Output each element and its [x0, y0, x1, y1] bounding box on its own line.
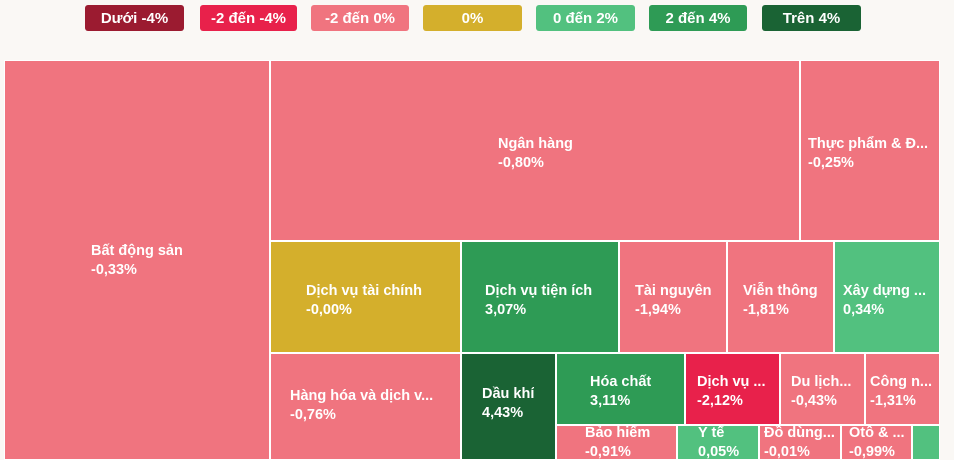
sector-name: Công n... [870, 374, 933, 390]
sector-change: -1,81% [743, 302, 789, 318]
sector-change: -0,25% [808, 155, 854, 171]
legend-chip[interactable]: 0 đến 2% [536, 5, 635, 31]
sector-name: Tài nguyên [635, 283, 712, 299]
sector-name: Dịch vụ tiện ích [485, 283, 593, 299]
sector-change: -0,91% [585, 444, 631, 460]
sector-tile[interactable]: Ôtô & ... -0,99% [841, 425, 912, 460]
sector-change: 0,05% [698, 444, 740, 460]
legend-chip[interactable]: 2 đến 4% [649, 5, 747, 31]
sector-name: Hàng hóa và dịch v... [290, 388, 434, 404]
sector-tile[interactable]: Y tế 0,05% [677, 425, 759, 460]
sector-tile[interactable]: Tài nguyên -1,94% [619, 241, 727, 353]
sector-change: -1,31% [870, 393, 916, 409]
sector-change: -0,76% [290, 407, 336, 423]
sector-name: Bất động sản [91, 243, 183, 259]
sector-change: -2,12% [697, 393, 743, 409]
sector-name: Thực phẩm & Đ... [808, 136, 929, 152]
sector-tile[interactable]: Công n... -1,31% [865, 353, 940, 425]
sector-change: -0,43% [791, 393, 837, 409]
sector-tile[interactable]: Thực phẩm & Đ... -0,25% [800, 60, 940, 241]
sector-tile[interactable]: Dầu khí 4,43% [461, 353, 556, 460]
sector-tile[interactable]: Dịch vụ tài chính -0,00% [270, 241, 461, 353]
sector-treemap: Bất động sản -0,33% Ngân hàng -0,80% Thực ph… [4, 60, 940, 460]
sector-tile[interactable] [912, 425, 940, 460]
sector-name: Đồ dùng... [764, 425, 835, 441]
sector-tile[interactable]: Bảo hiểm -0,91% [556, 425, 677, 460]
sector-name: Bảo hiểm [585, 425, 651, 441]
sector-name: Dịch vụ ... [697, 374, 766, 390]
sector-tile[interactable]: Dịch vụ tiện ích 3,07% [461, 241, 619, 353]
sector-tile[interactable]: Dịch vụ ... -2,12% [685, 353, 780, 425]
sector-name: Y tế [698, 425, 725, 441]
sector-change: 3,11% [590, 393, 631, 409]
sector-change: -0,01% [764, 444, 810, 460]
sector-tile[interactable]: Bất động sản -0,33% [4, 60, 270, 460]
sector-change: -0,80% [498, 155, 544, 171]
sector-tile[interactable]: Đồ dùng... -0,01% [759, 425, 841, 460]
sector-change: -0,00% [306, 302, 352, 318]
sector-name: Ngân hàng [498, 136, 573, 152]
sector-name: Du lịch... [791, 374, 852, 390]
sector-change: -1,94% [635, 302, 681, 318]
sector-tile[interactable]: Du lịch... -0,43% [780, 353, 865, 425]
sector-change: 3,07% [485, 302, 527, 318]
sector-tile[interactable]: Hàng hóa và dịch v... -0,76% [270, 353, 461, 460]
sector-name: Hóa chất [590, 374, 652, 390]
sector-name: Dầu khí [482, 386, 535, 402]
sector-name: Ôtô & ... [849, 425, 905, 441]
sector-tile[interactable]: Xây dựng ... 0,34% [834, 241, 940, 353]
legend-chip[interactable]: Trên 4% [762, 5, 861, 31]
legend-chip[interactable]: Dưới -4% [85, 5, 184, 31]
legend-chip[interactable]: 0% [423, 5, 522, 31]
sector-tile[interactable]: Ngân hàng -0,80% [270, 60, 800, 241]
sector-name: Xây dựng ... [843, 283, 927, 299]
sector-change: 4,43% [482, 405, 524, 421]
sector-change: -0,99% [849, 444, 895, 460]
legend: Dưới -4% -2 đến -4% -2 đến 0% 0% 0 đến 2% 2 đ… [0, 5, 954, 31]
sector-tile[interactable]: Viễn thông -1,81% [727, 241, 834, 353]
sector-change: 0,34% [843, 302, 885, 318]
legend-chip[interactable]: -2 đến -4% [200, 5, 297, 31]
sector-change: -0,33% [91, 262, 137, 278]
sector-name: Viễn thông [743, 283, 818, 299]
legend-chip[interactable]: -2 đến 0% [311, 5, 409, 31]
sector-tile[interactable]: Hóa chất 3,11% [556, 353, 685, 425]
sector-name: Dịch vụ tài chính [306, 283, 423, 299]
